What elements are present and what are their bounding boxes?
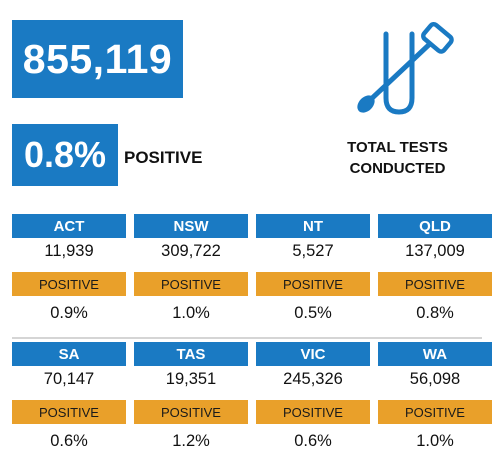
state-name: TAS xyxy=(134,342,248,366)
state-tests: 11,939 xyxy=(44,241,94,260)
state-positive-rate: 1.0% xyxy=(172,303,210,322)
state-positive-label: POSITIVE xyxy=(12,272,126,296)
total-tests-label: TOTAL TESTS CONDUCTED xyxy=(320,137,475,179)
state-positive-label: POSITIVE xyxy=(256,272,370,296)
positive-rate-value: 0.8% xyxy=(12,124,118,186)
state-positive-label: POSITIVE xyxy=(378,400,492,424)
state-positive-label: POSITIVE xyxy=(12,400,126,424)
state-positive-rate: 1.0% xyxy=(416,431,454,450)
state-card-nt: NT 5,527 POSITIVE 0.5% xyxy=(256,214,370,324)
state-name: NT xyxy=(256,214,370,238)
state-positive-rate: 0.5% xyxy=(294,303,332,322)
state-card-qld: QLD 137,009 POSITIVE 0.8% xyxy=(378,214,492,324)
state-name: SA xyxy=(12,342,126,366)
state-tests: 70,147 xyxy=(43,369,95,388)
state-tests: 56,098 xyxy=(409,369,461,388)
state-positive-rate: 0.9% xyxy=(50,303,88,322)
state-card-tas: TAS 19,351 POSITIVE 1.2% xyxy=(134,342,248,452)
state-tests: 245,326 xyxy=(283,369,343,388)
test-tube-swab-icon xyxy=(357,22,454,115)
state-tests: 137,009 xyxy=(405,241,465,260)
state-card-vic: VIC 245,326 POSITIVE 0.6% xyxy=(256,342,370,452)
state-positive-label: POSITIVE xyxy=(134,272,248,296)
state-positive-rate: 0.8% xyxy=(416,303,454,322)
state-positive-label: POSITIVE xyxy=(378,272,492,296)
state-name: WA xyxy=(378,342,492,366)
divider xyxy=(12,337,482,339)
total-tests-value: 855,119 xyxy=(12,20,183,98)
state-card-sa: SA 70,147 POSITIVE 0.6% xyxy=(12,342,126,452)
state-tests: 309,722 xyxy=(161,241,221,260)
state-positive-label: POSITIVE xyxy=(256,400,370,424)
state-name: NSW xyxy=(134,214,248,238)
total-tests-label-line2: CONDUCTED xyxy=(349,160,446,177)
state-positive-rate: 1.2% xyxy=(172,431,210,450)
state-name: VIC xyxy=(256,342,370,366)
state-name: QLD xyxy=(378,214,492,238)
total-tests-label-line1: TOTAL TESTS xyxy=(347,139,448,156)
state-name: ACT xyxy=(12,214,126,238)
state-positive-rate: 0.6% xyxy=(50,431,88,450)
state-tests: 5,527 xyxy=(292,241,334,260)
state-card-act: ACT 11,939 POSITIVE 0.9% xyxy=(12,214,126,324)
state-positive-rate: 0.6% xyxy=(294,431,332,450)
state-positive-label: POSITIVE xyxy=(134,400,248,424)
state-tests: 19,351 xyxy=(165,369,217,388)
state-card-nsw: NSW 309,722 POSITIVE 1.0% xyxy=(134,214,248,324)
positive-label: POSITIVE xyxy=(124,148,203,167)
state-card-wa: WA 56,098 POSITIVE 1.0% xyxy=(378,342,492,452)
